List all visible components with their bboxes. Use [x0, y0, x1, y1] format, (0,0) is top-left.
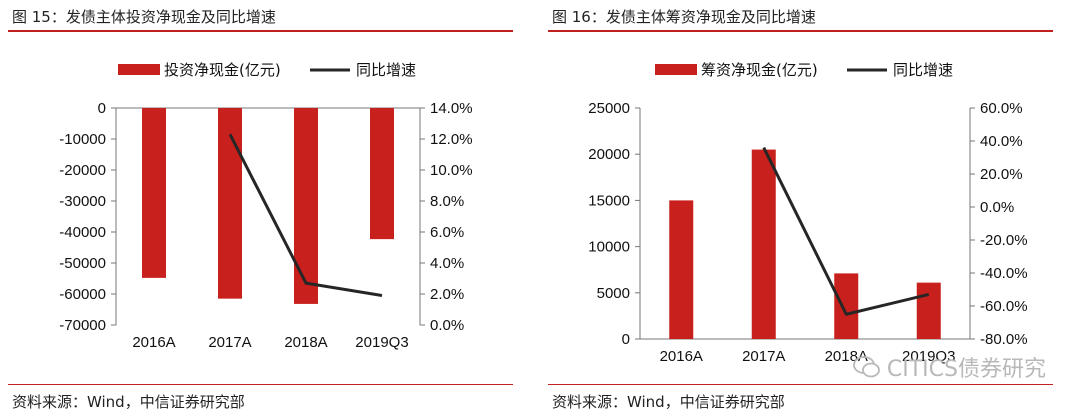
left-axis-tick-label: 15000 [588, 192, 630, 209]
bar-2018A [294, 108, 318, 304]
left-axis-tick-label: 20000 [588, 146, 630, 163]
bar-2017A [218, 108, 242, 299]
legend-label-bar: 筹资净现金(亿元) [701, 61, 818, 79]
source-rule [548, 384, 1053, 385]
category-label: 2017A [742, 348, 785, 365]
legend-swatch-bar [655, 64, 697, 75]
right-axis-tick-label: 12.0% [430, 131, 473, 148]
right-axis-tick-label: 10.0% [430, 162, 473, 179]
figure-title: 图 15：发债主体投资净现金及同比增速 [12, 8, 276, 26]
category-axis: 2016A 2017A 2018A 2019Q3 [132, 334, 408, 351]
source-rule [8, 384, 513, 385]
bar-2018A [834, 273, 859, 339]
right-axis-tick-label: 6.0% [430, 224, 464, 241]
wechat-icon [852, 356, 880, 378]
watermark: CITICS债券研究 [852, 351, 1046, 383]
figure-16: 图 16：发债主体筹资净现金及同比增速 筹资净现金(亿元) 同比增速 25000 20… [548, 0, 1068, 414]
bar-2016A [142, 108, 166, 278]
left-axis: 25000 20000 15000 10000 5000 0 [588, 100, 641, 348]
bar-2019Q3 [370, 108, 394, 240]
category-label: 2019Q3 [902, 348, 955, 365]
right-axis-tick-label: 0.0% [430, 317, 464, 334]
left-axis-tick-label: -60000 [59, 286, 106, 303]
right-axis-tick-label: -80.0% [980, 331, 1028, 348]
chart-financing-cash: 筹资净现金(亿元) 同比增速 25000 20000 15000 10000 5000 0 60… [588, 61, 1028, 365]
chart-legend: 投资净现金(亿元) 同比增速 [118, 61, 416, 79]
right-axis-tick-label: 8.0% [430, 193, 464, 210]
legend-label-line: 同比增速 [356, 61, 416, 79]
category-label: 2016A [132, 334, 175, 351]
left-axis-tick-label: 5000 [597, 285, 630, 302]
right-axis-tick-label: 2.0% [430, 286, 464, 303]
chart-legend: 筹资净现金(亿元) 同比增速 [655, 61, 953, 79]
source-note: 资料来源：Wind，中信证券研究部 [552, 393, 785, 411]
left-axis-tick-label: 0 [98, 100, 106, 117]
right-axis-tick-label: -20.0% [980, 232, 1028, 249]
left-axis-tick-label: 25000 [588, 100, 630, 117]
left-axis-tick-label: 0 [622, 331, 630, 348]
right-axis-tick-label: -60.0% [980, 298, 1028, 315]
watermark-text: CITICS债券研究 [886, 357, 1046, 382]
left-axis-tick-label: 10000 [588, 239, 630, 256]
bar-2017A [751, 149, 776, 339]
right-axis-tick-label: 4.0% [430, 255, 464, 272]
category-axis: 2016A 2017A 2018A 2019Q3 [660, 348, 956, 365]
legend-label-line: 同比增速 [893, 61, 953, 79]
source-note: 资料来源：Wind，中信证券研究部 [12, 393, 245, 411]
bar-series [669, 149, 941, 339]
right-axis-tick-label: -40.0% [980, 265, 1028, 282]
right-axis: 14.0% 12.0% 10.0% 8.0% 6.0% 4.0% 2.0% 0.0% [419, 100, 473, 334]
category-label: 2016A [660, 348, 703, 365]
right-axis-tick-label: 14.0% [430, 100, 473, 117]
category-label: 2018A [284, 334, 327, 351]
left-axis-tick-label: -20000 [59, 162, 106, 179]
figure-15: 图 15：发债主体投资净现金及同比增速 投资净现金(亿元) 同比增速 0 -10000… [8, 0, 528, 414]
left-axis-tick-label: -40000 [59, 224, 106, 241]
right-axis-tick-label: 20.0% [980, 166, 1023, 183]
bar-series [142, 108, 394, 304]
category-label: 2018A [825, 348, 868, 365]
title-rule [548, 30, 1053, 32]
right-axis-tick-label: 60.0% [980, 100, 1023, 117]
left-axis-tick-label: -10000 [59, 131, 106, 148]
legend-label-bar: 投资净现金(亿元) [164, 61, 281, 79]
figure-title: 图 16：发债主体筹资净现金及同比增速 [552, 8, 816, 26]
left-axis-tick-label: -70000 [59, 317, 106, 334]
left-axis-tick-label: -50000 [59, 255, 106, 272]
category-label: 2019Q3 [355, 334, 408, 351]
right-axis-tick-label: 0.0% [980, 199, 1014, 216]
bar-2019Q3 [916, 282, 941, 339]
left-axis: 0 -10000 -20000 -30000 -40000 -50000 -60000 -70… [59, 100, 117, 334]
title-rule [8, 30, 513, 32]
bar-2016A [669, 200, 694, 339]
legend-swatch-bar [118, 64, 160, 75]
right-axis-tick-label: 40.0% [980, 133, 1023, 150]
category-label: 2017A [208, 334, 251, 351]
chart-investing-cash: 投资净现金(亿元) 同比增速 0 -10000 -20000 -30000 -40000 -5… [59, 61, 473, 351]
left-axis-tick-label: -30000 [59, 193, 106, 210]
right-axis: 60.0% 40.0% 20.0% 0.0% -20.0% -40.0% -60.0% -80… [969, 100, 1028, 348]
